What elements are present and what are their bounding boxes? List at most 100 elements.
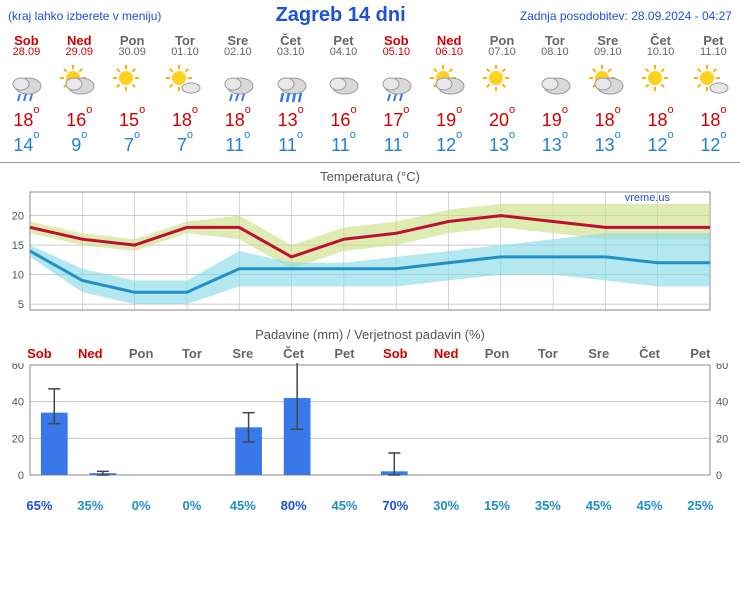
precip-probability: 0% — [167, 498, 217, 513]
watermark: vreme.us — [625, 192, 670, 204]
header: (kraj lahko izberete v meniju) Zagreb 14… — [0, 0, 740, 31]
high-temp: 19o — [529, 110, 581, 131]
low-temp: 14o — [0, 135, 52, 156]
weather-icon — [423, 64, 475, 104]
precip-chart-svg: 0 0 20 20 40 40 60 60 — [0, 363, 740, 493]
high-temp: 16o — [53, 110, 105, 131]
day-header: Tor01.10 — [159, 33, 211, 58]
temp-chart-title: Temperatura (°C) — [0, 169, 740, 184]
precip-chart-title: Padavine (mm) / Verjetnost padavin (%) — [0, 327, 740, 342]
low-temp: 12o — [687, 135, 739, 156]
low-temp: 11o — [370, 135, 422, 156]
svg-text:20: 20 — [716, 433, 728, 445]
day-header: Sob05.10 — [370, 33, 422, 58]
high-temp: 20o — [476, 110, 528, 131]
high-temp-row: 18o16o15o18o18o13o16o17o19o20o19o18o18o1… — [0, 108, 740, 133]
weather-icon — [476, 64, 528, 104]
low-temp: 13o — [529, 135, 581, 156]
divider — [0, 162, 740, 163]
day-header: Čet10.10 — [635, 33, 687, 58]
weather-icon — [317, 64, 369, 104]
precip-probability: 65% — [14, 498, 64, 513]
temp-chart-svg: 5 10 15 20 — [0, 186, 740, 316]
svg-text:5: 5 — [18, 299, 24, 311]
precip-day: Čet — [625, 346, 675, 361]
svg-text:15: 15 — [12, 240, 24, 252]
high-temp: 17o — [370, 110, 422, 131]
precip-probability: 25% — [675, 498, 725, 513]
day-header: Tor08.10 — [529, 33, 581, 58]
menu-note: (kraj lahko izberete v meniju) — [8, 9, 161, 23]
high-temp: 15o — [106, 110, 158, 131]
icon-row — [0, 60, 740, 108]
svg-text:60: 60 — [716, 363, 728, 372]
precip-day: Sob — [14, 346, 64, 361]
weather-icon — [0, 64, 52, 104]
weather-icon — [635, 64, 687, 104]
high-temp: 18o — [582, 110, 634, 131]
day-header: Čet03.10 — [265, 33, 317, 58]
svg-text:60: 60 — [12, 363, 24, 372]
day-header: Sre02.10 — [212, 33, 264, 58]
weather-icon — [53, 64, 105, 104]
precip-day: Sre — [218, 346, 268, 361]
high-temp: 16o — [317, 110, 369, 131]
day-header: Ned06.10 — [423, 33, 475, 58]
precip-day: Čet — [269, 346, 319, 361]
weather-icon — [265, 64, 317, 104]
weather-icon — [582, 64, 634, 104]
precip-probability: 45% — [319, 498, 369, 513]
precip-day: Ned — [65, 346, 115, 361]
weather-icon — [159, 64, 211, 104]
low-temp: 9o — [53, 135, 105, 156]
svg-text:20: 20 — [12, 211, 24, 223]
page-title: Zagreb 14 dni — [276, 4, 406, 27]
low-temp: 13o — [476, 135, 528, 156]
precip-probability: 0% — [116, 498, 166, 513]
precip-probability: 35% — [65, 498, 115, 513]
low-temp: 7o — [159, 135, 211, 156]
high-temp: 19o — [423, 110, 475, 131]
weather-icon — [687, 64, 739, 104]
day-header: Pon30.09 — [106, 33, 158, 58]
weather-icon — [212, 64, 264, 104]
high-temp: 18o — [0, 110, 52, 131]
low-temp: 12o — [635, 135, 687, 156]
day-header: Pon07.10 — [476, 33, 528, 58]
precip-day: Sob — [370, 346, 420, 361]
high-temp: 18o — [687, 110, 739, 131]
svg-text:40: 40 — [716, 397, 728, 409]
low-temp: 13o — [582, 135, 634, 156]
precip-probability: 70% — [370, 498, 420, 513]
precip-probability: 15% — [472, 498, 522, 513]
high-temp: 18o — [212, 110, 264, 131]
precip-probability: 45% — [625, 498, 675, 513]
svg-text:40: 40 — [12, 397, 24, 409]
low-temp: 7o — [106, 135, 158, 156]
precip-day: Pet — [675, 346, 725, 361]
precip-probability: 45% — [574, 498, 624, 513]
weather-icon — [529, 64, 581, 104]
low-temp: 12o — [423, 135, 475, 156]
day-header: Pet11.10 — [687, 33, 739, 58]
precip-day: Pet — [319, 346, 369, 361]
svg-text:0: 0 — [716, 470, 722, 482]
precip-day: Sre — [574, 346, 624, 361]
high-temp: 13o — [265, 110, 317, 131]
weather-icon — [370, 64, 422, 104]
low-temp: 11o — [265, 135, 317, 156]
last-update: Zadnja posodobitev: 28.09.2024 - 04:27 — [520, 9, 732, 23]
svg-text:20: 20 — [12, 433, 24, 445]
low-temp: 11o — [317, 135, 369, 156]
day-name-row: Sob28.09Ned29.09Pon30.09Tor01.10Sre02.10… — [0, 31, 740, 60]
svg-text:0: 0 — [18, 470, 24, 482]
day-header: Pet04.10 — [317, 33, 369, 58]
high-temp: 18o — [159, 110, 211, 131]
precip-probability: 80% — [269, 498, 319, 513]
low-temp-row: 14o9o7o7o11o11o11o11o12o13o13o13o12o12o — [0, 133, 740, 158]
svg-text:10: 10 — [12, 270, 24, 282]
weather-icon — [106, 64, 158, 104]
day-header: Ned29.09 — [53, 33, 105, 58]
precip-day: Pon — [472, 346, 522, 361]
precip-day-row: SobNedPonTorSreČetPetSobNedPonTorSreČetP… — [0, 344, 740, 363]
